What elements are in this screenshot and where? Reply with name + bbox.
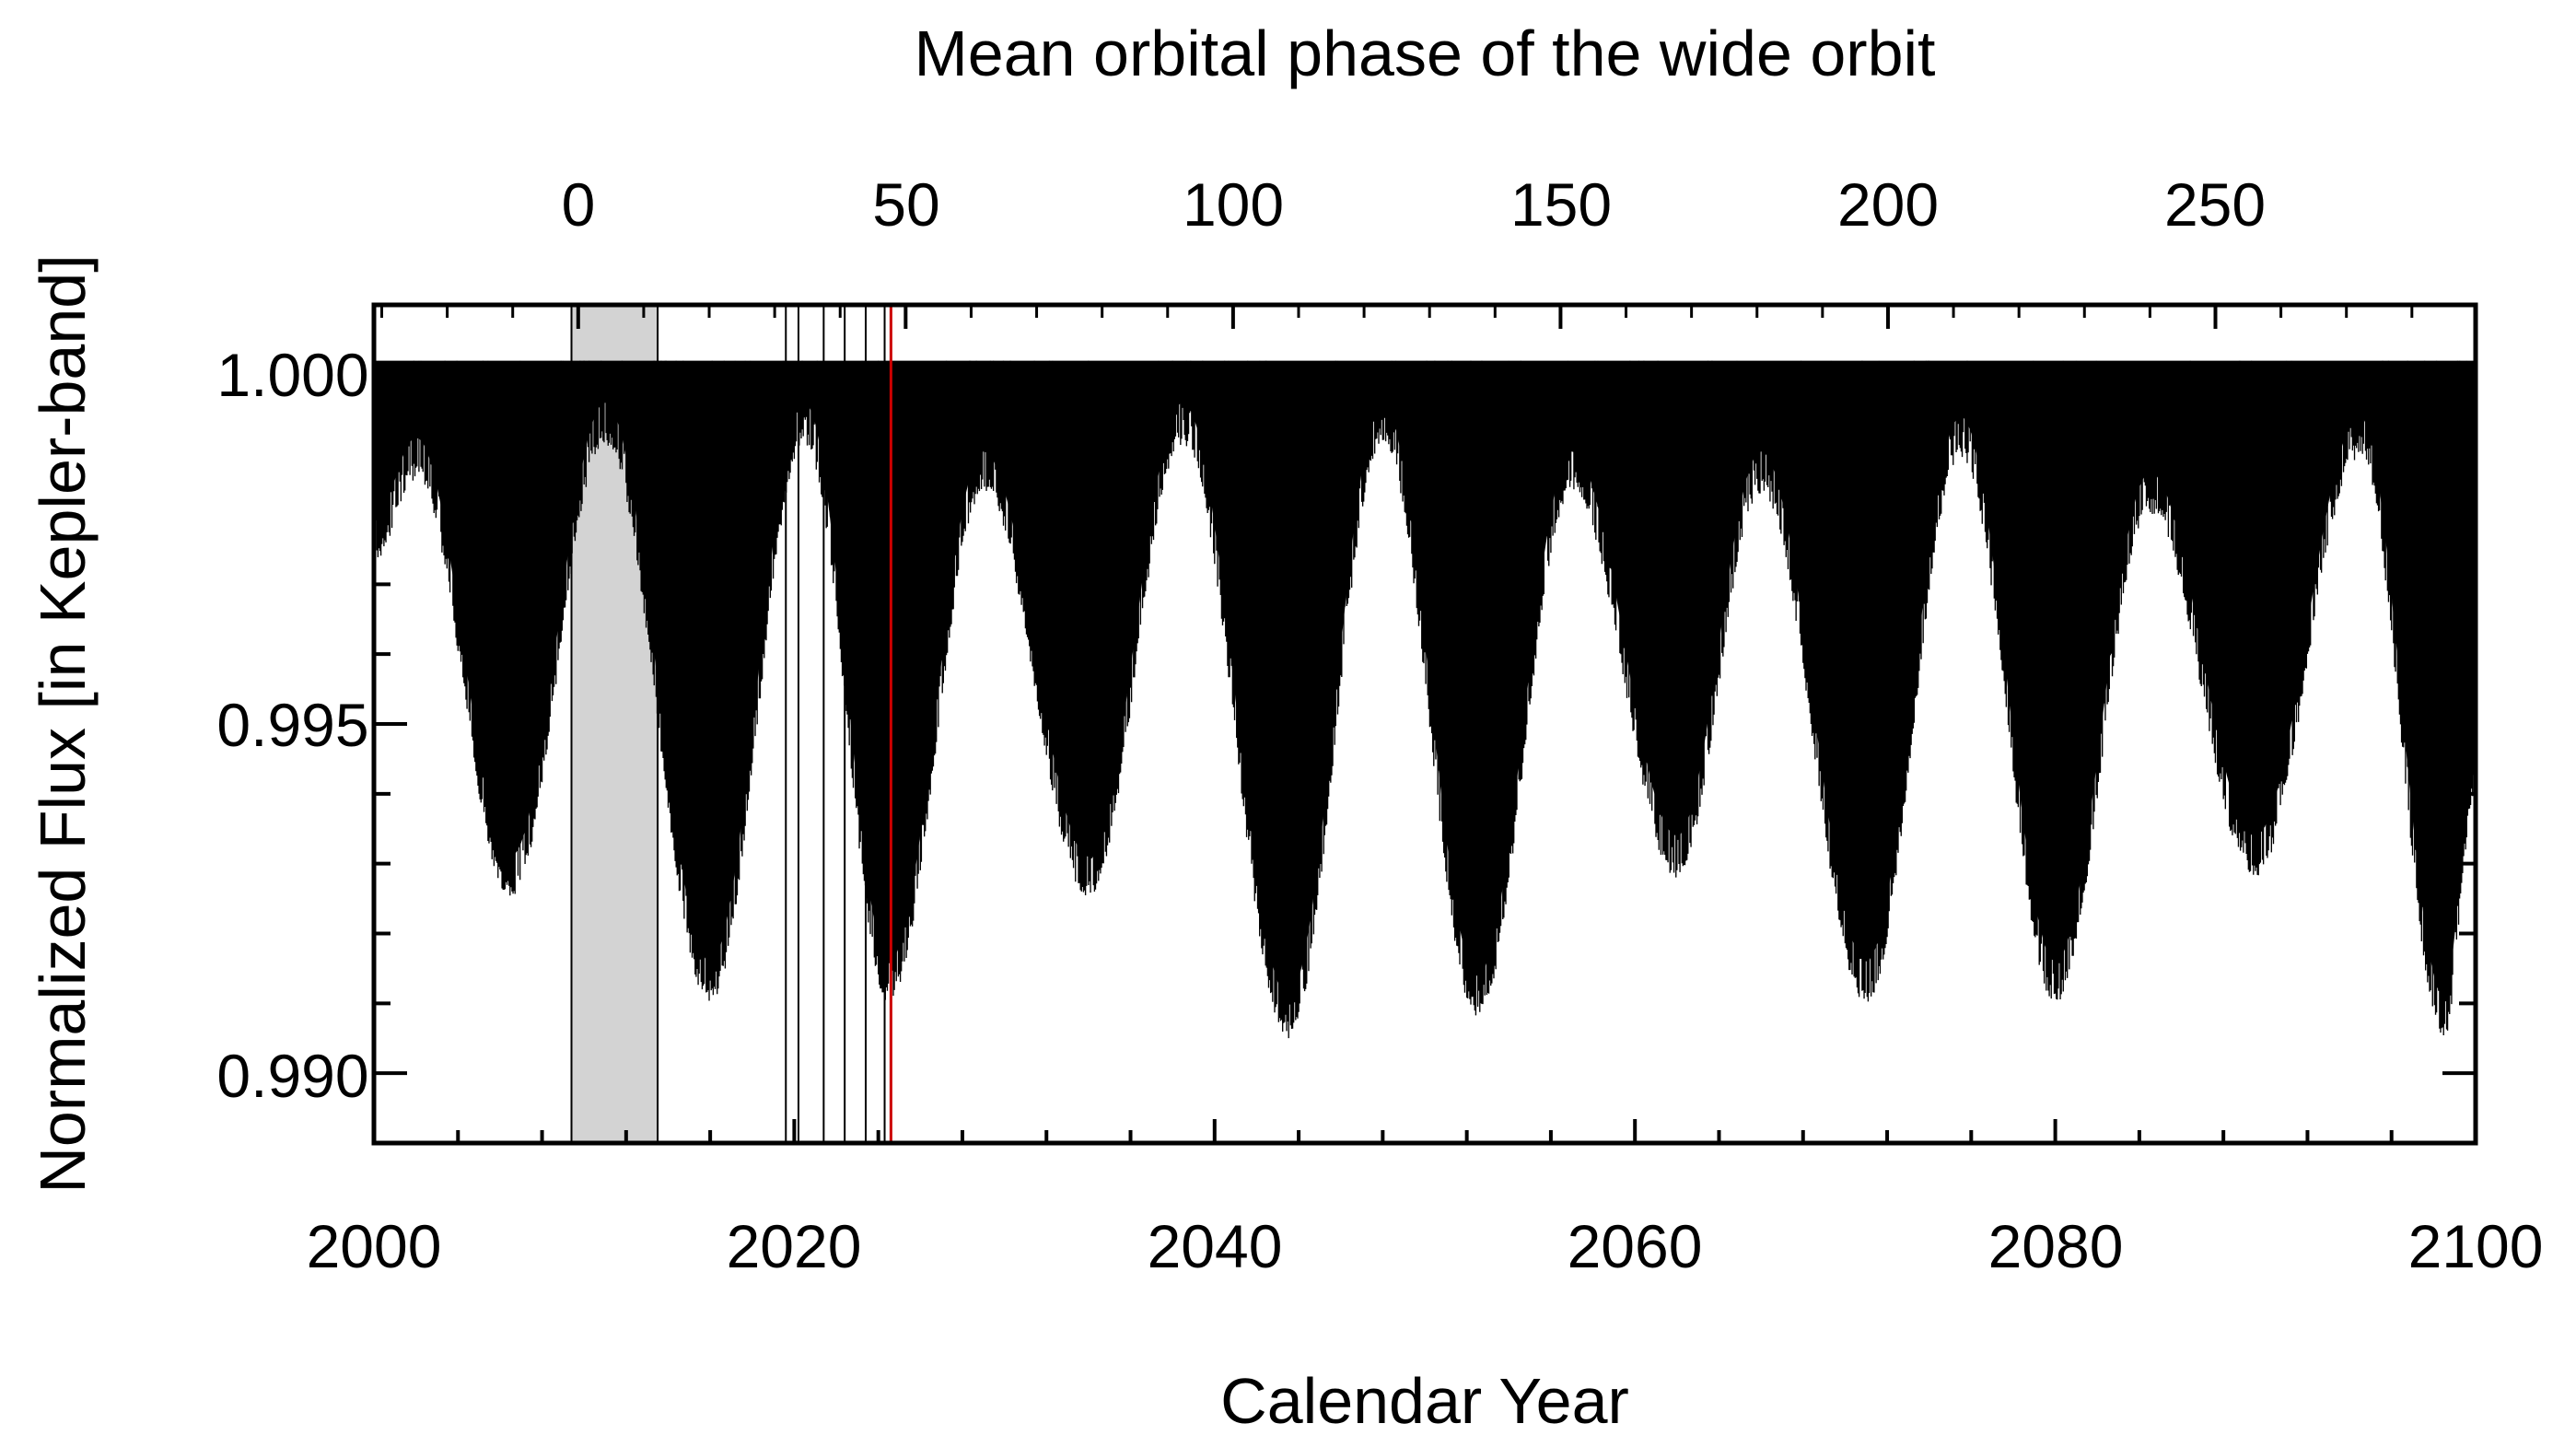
y-tick-label: 0.990 — [216, 1042, 368, 1110]
top-tick-label: 0 — [562, 170, 596, 239]
y-axis-title: Normalized Flux [in Kepler-band] — [27, 254, 99, 1193]
x-axis-title: Calendar Year — [1220, 1365, 1629, 1437]
x-tick-label: 2020 — [727, 1212, 862, 1280]
top-tick-label: 150 — [1510, 170, 1612, 239]
x-tick-label: 2060 — [1568, 1212, 1703, 1280]
top-tick-labels: 0 50 100 150 200 250 — [562, 170, 2266, 239]
top-axis-title: Mean orbital phase of the wide orbit — [915, 18, 1936, 89]
y-tick-labels: 0.990 0.995 1.000 — [216, 341, 368, 1110]
top-tick-label: 50 — [872, 170, 939, 239]
top-tick-label: 250 — [2164, 170, 2266, 239]
x-tick-label: 2040 — [1148, 1212, 1283, 1280]
plot-frame — [371, 302, 2478, 1146]
x-tick-label: 2100 — [2408, 1212, 2544, 1280]
x-tick-label: 2000 — [307, 1212, 442, 1280]
data-layer — [374, 305, 2476, 1143]
y-tick-label: 1.000 — [216, 341, 368, 409]
x-tick-label: 2080 — [1988, 1212, 2124, 1280]
top-tick-label: 200 — [1837, 170, 1939, 239]
x-tick-labels: 2000 2020 2040 2060 2080 2100 — [307, 1212, 2544, 1280]
flux-envelope — [374, 360, 2476, 997]
top-tick-label: 100 — [1183, 170, 1284, 239]
y-tick-label: 0.995 — [216, 691, 368, 759]
